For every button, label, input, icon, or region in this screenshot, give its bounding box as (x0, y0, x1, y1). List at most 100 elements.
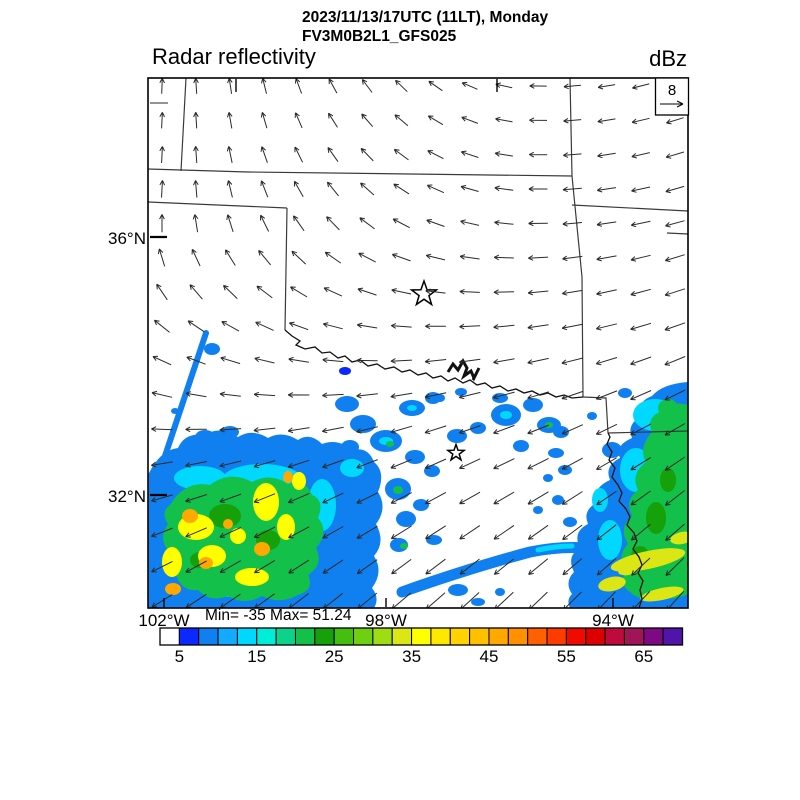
wind-arrow (289, 321, 309, 331)
wind-arrow (459, 458, 481, 470)
wind-arrow (393, 183, 410, 195)
colorbar-tick-label: 45 (480, 647, 499, 666)
echo-yellow-band-right (640, 586, 684, 602)
wind-arrow (597, 118, 616, 124)
wind-arrow (597, 83, 616, 90)
wind-arrow (458, 391, 481, 400)
border-panhandle-36-5n (148, 201, 288, 209)
wind-arrow (287, 427, 310, 434)
wind-arrow (665, 523, 685, 541)
wind-arrow (227, 111, 233, 129)
axis-ticks (150, 79, 614, 607)
colorbar-cell (527, 627, 548, 646)
wind-arrow (461, 81, 478, 90)
colorbar-cell (275, 627, 296, 646)
station-markers-layer (409, 278, 467, 462)
wind-arrow (426, 592, 446, 608)
wind-arrow (529, 117, 548, 124)
wind-arrow (562, 186, 582, 193)
wind-arrow (255, 321, 274, 331)
wind-arrow (424, 491, 447, 505)
wind-arrow (253, 493, 276, 504)
wind-arrow (356, 559, 378, 575)
wind-arrow (356, 492, 378, 504)
wind-arrow (527, 324, 549, 330)
echo-blob-blue (335, 396, 359, 412)
border-missouri-arkansas-36-5n (571, 204, 688, 212)
wind-arrow (219, 460, 242, 468)
wind-arrow (561, 491, 583, 505)
colorbar-cell (604, 627, 625, 646)
wind-arrow (293, 180, 304, 197)
echo-blob-blue (552, 495, 564, 505)
colorbar-cell (469, 627, 490, 646)
wind-arrow (561, 323, 583, 331)
echo-blob-blue (523, 398, 543, 412)
colorbar-tick-label: 55 (557, 647, 576, 666)
wind-arrow (253, 427, 276, 433)
echo-blob-blue (587, 412, 597, 420)
wind-arrow (528, 186, 548, 192)
echo-cyan-lower-left (340, 459, 364, 477)
reference-vector-frame (654, 77, 690, 116)
border-right-edge-segment (666, 232, 688, 235)
border-oklahoma-west-100w (284, 207, 288, 331)
wind-arrow (226, 214, 234, 233)
wind-arrow (460, 185, 479, 192)
wind-arrow (322, 526, 344, 539)
wind-arrow (189, 284, 203, 300)
wind-arrow (151, 560, 173, 573)
wind-arrow (630, 524, 651, 541)
wind-arrow (391, 253, 411, 262)
wind-arrow (261, 78, 267, 94)
wind-arrow (185, 391, 207, 398)
echo-orange-core (182, 509, 198, 523)
wind-arrow (156, 283, 168, 301)
echo-yellow-lower-left (253, 483, 279, 521)
echo-yellow-lower-left (235, 568, 269, 586)
echo-blob-blue (602, 442, 622, 458)
echo-blob-blue (513, 440, 529, 452)
wind-arrow (324, 251, 342, 264)
wind-arrow (193, 146, 199, 164)
wind-arrow (226, 180, 233, 198)
wind-arrow (460, 592, 480, 608)
border-colorado-kansas (180, 78, 187, 172)
wind-arrow (630, 322, 652, 331)
wind-arrow (253, 559, 276, 574)
wind-arrow (458, 425, 481, 435)
header-datetime: 2023/11/13/17UTC (11LT), Monday (302, 9, 548, 26)
reference-vector-box: 8 (654, 77, 690, 116)
wind-arrow (390, 392, 413, 399)
wind-arrow (563, 152, 582, 158)
wind-arrow (221, 321, 240, 332)
echo-blob-blue (543, 474, 553, 482)
border-kansas-oklahoma-37n (148, 168, 573, 177)
echo-dark-green (646, 502, 666, 534)
colorbar-cell (662, 627, 683, 646)
echo-blob-blue (471, 598, 485, 606)
echo-blob-blue (448, 584, 468, 596)
wind-arrow (185, 461, 207, 468)
wind-arrow (356, 357, 378, 364)
lat-label-36n: 36°N (108, 229, 146, 248)
wind-arrow (159, 78, 165, 94)
wind-arrow (630, 356, 652, 366)
wind-arrow (426, 219, 445, 227)
wind-arrow (393, 148, 409, 161)
echo-dark-green (209, 504, 241, 528)
wind-arrow (493, 324, 515, 330)
wind-arrow (426, 184, 445, 194)
wind-arrow (459, 558, 480, 575)
wind-arrow (562, 524, 583, 541)
wind-arrow (425, 323, 446, 330)
wind-arrow (561, 424, 584, 435)
wind-arrow (630, 288, 651, 297)
wind-arrow (527, 491, 549, 505)
echo-arc-cyan-core (535, 543, 575, 553)
wind-arrow (219, 426, 242, 433)
wind-arrow (151, 461, 173, 468)
wind-arrow (424, 458, 447, 469)
wind-arrow (157, 248, 166, 267)
